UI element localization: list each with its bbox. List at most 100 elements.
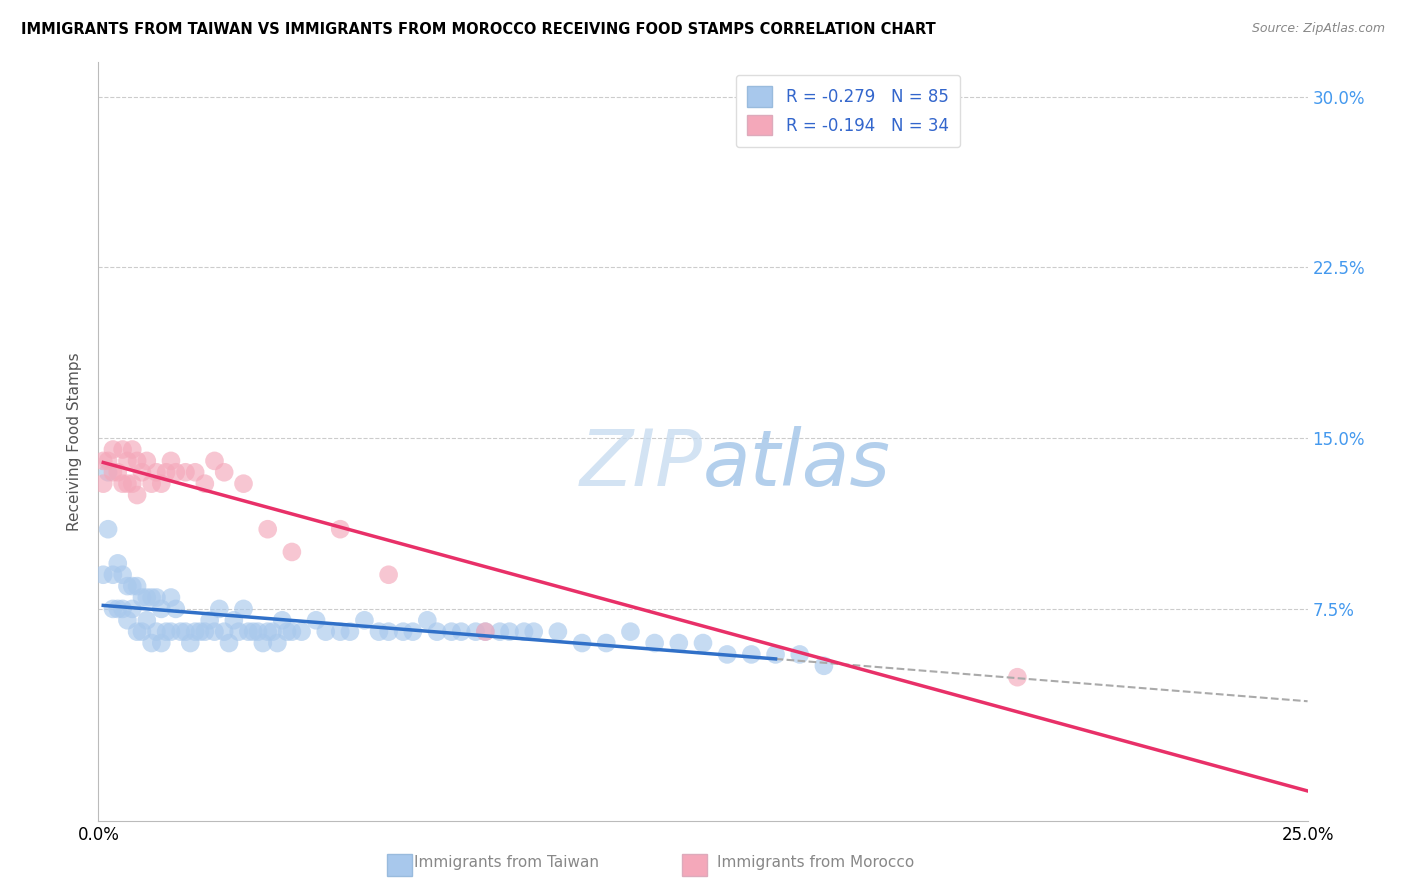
Point xyxy=(256,624,278,639)
Point xyxy=(208,602,231,616)
Point xyxy=(353,613,375,627)
Point xyxy=(101,567,124,582)
Point xyxy=(127,579,149,593)
Point xyxy=(107,465,129,479)
Point xyxy=(238,624,260,639)
Point xyxy=(256,522,278,536)
Point xyxy=(281,624,304,639)
Point xyxy=(174,465,197,479)
Point xyxy=(218,636,240,650)
Point xyxy=(765,648,787,662)
Point xyxy=(547,624,569,639)
Point xyxy=(121,579,143,593)
Point xyxy=(595,636,617,650)
Point xyxy=(121,602,143,616)
Point xyxy=(179,636,201,650)
Point xyxy=(127,624,149,639)
Point xyxy=(145,591,167,605)
Point xyxy=(329,522,352,536)
Point xyxy=(692,636,714,650)
Point xyxy=(377,624,399,639)
Point xyxy=(155,624,177,639)
Point xyxy=(450,624,472,639)
Point xyxy=(464,624,486,639)
Point xyxy=(160,591,183,605)
Point xyxy=(97,522,120,536)
Point xyxy=(141,636,163,650)
Point xyxy=(184,465,207,479)
Point xyxy=(91,454,114,468)
Point xyxy=(117,613,139,627)
Point xyxy=(127,454,149,468)
Point xyxy=(377,567,399,582)
Point xyxy=(97,454,120,468)
Point xyxy=(716,648,738,662)
Point xyxy=(315,624,337,639)
Point xyxy=(131,465,153,479)
Point xyxy=(489,624,512,639)
Point xyxy=(165,602,187,616)
Point xyxy=(165,465,187,479)
Point xyxy=(107,557,129,571)
Point xyxy=(97,465,120,479)
Point xyxy=(101,442,124,457)
Point xyxy=(160,454,183,468)
Point xyxy=(212,465,235,479)
Point xyxy=(174,624,197,639)
Point xyxy=(121,476,143,491)
Point xyxy=(498,624,520,639)
Point xyxy=(474,624,496,639)
Point xyxy=(141,591,163,605)
Point xyxy=(141,476,163,491)
Point xyxy=(212,624,235,639)
Point xyxy=(101,465,124,479)
Text: Immigrants from Morocco: Immigrants from Morocco xyxy=(717,855,914,870)
Point xyxy=(135,591,157,605)
Point xyxy=(150,636,173,650)
Point xyxy=(813,658,835,673)
Point xyxy=(276,624,298,639)
Point xyxy=(131,591,153,605)
Point xyxy=(474,624,496,639)
Point xyxy=(222,613,245,627)
Point xyxy=(416,613,439,627)
Text: ZIP: ZIP xyxy=(581,426,703,502)
Point xyxy=(150,476,173,491)
Text: IMMIGRANTS FROM TAIWAN VS IMMIGRANTS FROM MOROCCO RECEIVING FOOD STAMPS CORRELAT: IMMIGRANTS FROM TAIWAN VS IMMIGRANTS FRO… xyxy=(21,22,936,37)
Point xyxy=(111,567,134,582)
Point xyxy=(271,613,294,627)
Point xyxy=(232,602,254,616)
Point xyxy=(145,465,167,479)
Point xyxy=(111,602,134,616)
Point xyxy=(127,488,149,502)
Point xyxy=(668,636,690,650)
Point xyxy=(155,465,177,479)
Point xyxy=(117,579,139,593)
Point xyxy=(117,476,139,491)
Point xyxy=(204,454,226,468)
Point xyxy=(266,636,288,650)
Point xyxy=(91,567,114,582)
Point xyxy=(402,624,425,639)
Point xyxy=(247,624,270,639)
Point xyxy=(440,624,463,639)
Point xyxy=(121,442,143,457)
Point xyxy=(1007,670,1029,684)
Point xyxy=(184,624,207,639)
Point xyxy=(789,648,811,662)
Point xyxy=(131,624,153,639)
Point xyxy=(305,613,328,627)
Point xyxy=(135,613,157,627)
Point xyxy=(91,476,114,491)
Point xyxy=(194,476,217,491)
Point xyxy=(145,624,167,639)
Point xyxy=(101,602,124,616)
Point xyxy=(290,624,312,639)
Point xyxy=(392,624,415,639)
Point xyxy=(523,624,546,639)
Point xyxy=(135,454,157,468)
Point xyxy=(232,476,254,491)
Point xyxy=(204,624,226,639)
Point xyxy=(188,624,211,639)
Point xyxy=(228,624,250,639)
